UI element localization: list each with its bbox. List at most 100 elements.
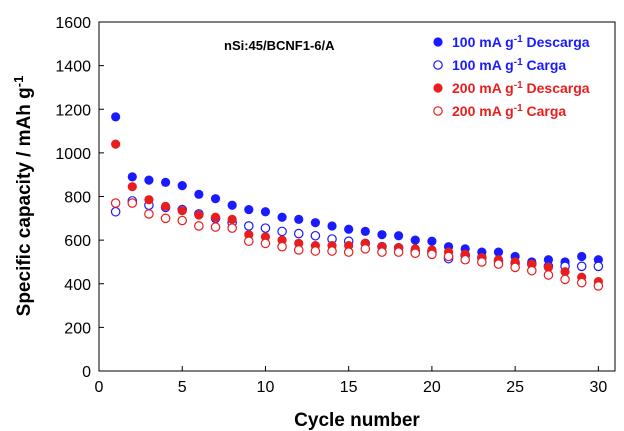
data-point-series-1 xyxy=(194,189,204,199)
data-point-series-4 xyxy=(460,254,470,265)
x-tick-label: 10 xyxy=(257,379,275,396)
data-point-series-3 xyxy=(227,214,237,225)
data-point-series-1 xyxy=(394,231,404,241)
data-point-series-4 xyxy=(410,248,421,259)
legend-label-main: 100 mA g xyxy=(452,34,514,50)
data-point-series-1 xyxy=(427,236,437,246)
data-point-series-1 xyxy=(377,230,387,240)
data-point-series-4 xyxy=(510,262,520,273)
y-axis-title-sup: -1 xyxy=(11,76,26,88)
legend-label: 100 mA g-1 Carga xyxy=(452,57,566,74)
legend-label-sup: -1 xyxy=(514,80,523,91)
data-point-series-4 xyxy=(327,246,337,256)
data-point-series-1 xyxy=(227,200,237,210)
data-point-series-1 xyxy=(360,226,370,236)
data-point-series-4 xyxy=(493,259,504,269)
legend-marker xyxy=(433,83,443,93)
data-point-series-4 xyxy=(227,223,237,233)
data-point-series-1 xyxy=(210,194,221,204)
data-point-series-1 xyxy=(277,212,287,222)
data-point-series-1 xyxy=(294,214,304,225)
data-point-series-2 xyxy=(576,261,587,272)
data-point-series-4 xyxy=(177,215,188,226)
data-point-series-2 xyxy=(260,223,271,233)
data-point-series-1 xyxy=(493,247,504,257)
data-point-series-4 xyxy=(144,209,154,219)
x-axis-ticks: 0 5 10 15 20 25 30 xyxy=(95,366,607,396)
data-point-series-1 xyxy=(410,235,420,245)
data-point-series-4 xyxy=(343,247,354,257)
data-point-series-3 xyxy=(210,212,221,222)
legend-marker xyxy=(433,60,443,70)
data-point-series-1 xyxy=(327,221,337,231)
y-tick-label: 1000 xyxy=(55,146,91,163)
data-point-series-3 xyxy=(111,139,121,149)
y-tick-label: 800 xyxy=(64,190,91,207)
legend-marker xyxy=(433,106,443,116)
legend-label-sup: -1 xyxy=(514,57,523,68)
data-point-series-4 xyxy=(160,213,171,224)
data-point-series-4 xyxy=(443,251,454,262)
legend-label-sup: -1 xyxy=(514,34,523,45)
data-point-series-2 xyxy=(244,221,254,231)
data-point-series-3 xyxy=(194,210,204,220)
data-point-series-4 xyxy=(560,274,570,285)
data-point-series-1 xyxy=(127,172,137,182)
data-point-series-3 xyxy=(277,235,287,245)
legend-label-main: 200 mA g xyxy=(452,80,514,96)
data-point-series-3 xyxy=(127,182,137,192)
data-point-series-4 xyxy=(393,247,404,257)
data-point-series-4 xyxy=(244,236,254,247)
legend-label-rest: Descarga xyxy=(523,80,590,96)
x-tick-label: 5 xyxy=(178,379,187,396)
legend-label-rest: Descarga xyxy=(523,34,590,50)
data-point-series-4 xyxy=(477,257,487,267)
data-point-series-1 xyxy=(593,255,603,265)
legend-label-main: 100 mA g xyxy=(452,57,514,73)
data-point-series-3 xyxy=(527,259,537,269)
legend-label-main: 200 mA g xyxy=(452,103,514,119)
data-point-series-4 xyxy=(593,281,604,291)
x-tick-label: 20 xyxy=(423,379,441,396)
data-point-series-1 xyxy=(543,255,554,265)
data-point-series-4 xyxy=(127,198,138,208)
legend-label-sup: -1 xyxy=(514,103,523,114)
chart-annotation: nSi:45/BCNF1-6/A xyxy=(224,38,335,53)
data-points xyxy=(110,112,604,291)
data-point-series-2 xyxy=(593,261,604,272)
y-axis-ticks: 0 200 400 600 800 1000 1200 1400 1600 xyxy=(55,15,104,381)
data-point-series-3 xyxy=(344,240,354,251)
data-point-series-3 xyxy=(560,267,570,277)
legend-label-rest: Carga xyxy=(523,103,567,119)
data-point-series-4 xyxy=(210,222,221,232)
plot-area xyxy=(98,21,616,372)
legend-marker xyxy=(433,37,443,47)
data-point-series-1 xyxy=(160,177,171,187)
data-point-series-1 xyxy=(244,204,254,215)
data-point-series-1 xyxy=(310,218,320,228)
data-point-series-4 xyxy=(526,265,537,276)
x-tick-label: 0 xyxy=(95,379,104,396)
data-point-series-3 xyxy=(144,195,154,205)
x-tick-label: 30 xyxy=(589,379,607,396)
data-point-series-3 xyxy=(260,232,271,242)
legend-label: 200 mA g-1 Descarga xyxy=(452,80,590,97)
y-axis-title-main: Specific capacity / mAh g xyxy=(14,87,35,316)
y-tick-label: 200 xyxy=(64,320,91,337)
data-point-series-1 xyxy=(344,224,354,234)
data-point-series-2 xyxy=(277,226,287,237)
y-tick-label: 400 xyxy=(64,277,91,294)
data-point-series-3 xyxy=(543,262,554,272)
data-point-series-2 xyxy=(293,228,304,239)
data-point-series-2 xyxy=(110,206,121,217)
data-point-series-4 xyxy=(110,198,121,208)
data-point-series-4 xyxy=(377,247,387,257)
data-point-series-2 xyxy=(310,230,321,241)
data-point-series-4 xyxy=(543,270,554,280)
data-point-series-4 xyxy=(194,221,204,231)
data-point-series-4 xyxy=(427,249,437,260)
y-tick-label: 1600 xyxy=(55,15,91,32)
data-point-series-1 xyxy=(577,251,587,262)
y-axis-title: Specific capacity / mAh g-1 xyxy=(11,76,36,317)
